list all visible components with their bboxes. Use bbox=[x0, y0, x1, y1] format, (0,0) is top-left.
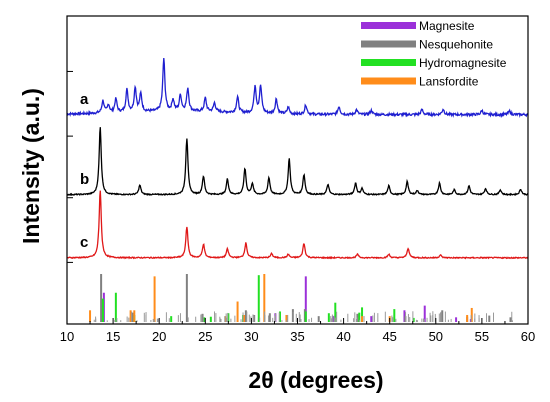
legend: Magnesite Nesquehonite Hydromagnesite Lansf… bbox=[361, 19, 507, 89]
trace-label-a: a bbox=[80, 91, 89, 108]
trace-label-c: c bbox=[80, 234, 88, 251]
trace-labels: a b c bbox=[80, 91, 89, 251]
x-tick-label: 50 bbox=[429, 329, 443, 344]
trace-b bbox=[66, 127, 529, 197]
x-axis-title: 2θ (degrees) bbox=[248, 367, 383, 393]
sticks-layer bbox=[89, 274, 513, 322]
legend-swatch bbox=[361, 59, 416, 66]
x-tick-label: 60 bbox=[521, 329, 535, 344]
x-tick-label: 40 bbox=[336, 329, 350, 344]
x-tick-label: 30 bbox=[244, 329, 258, 344]
x-tick-label: 10 bbox=[60, 329, 74, 344]
y-axis-title: Intensity (a.u.) bbox=[18, 88, 44, 244]
legend-swatch bbox=[361, 22, 416, 29]
legend-label: Lansfordite bbox=[419, 75, 479, 89]
traces-layer bbox=[66, 57, 529, 260]
legend-swatch bbox=[361, 77, 416, 85]
y-axis bbox=[67, 70, 73, 263]
x-tick-label: 55 bbox=[475, 329, 489, 344]
trace-label-b: b bbox=[80, 171, 89, 188]
legend-label: Hydromagnesite bbox=[419, 56, 507, 70]
legend-label: Nesquehonite bbox=[419, 38, 493, 52]
x-tick-label: 15 bbox=[106, 329, 120, 344]
trace-c bbox=[66, 190, 529, 260]
x-tick-label: 20 bbox=[152, 329, 166, 344]
x-tick-label: 25 bbox=[198, 329, 212, 344]
x-tick-label: 35 bbox=[290, 329, 304, 344]
legend-label: Magnesite bbox=[419, 19, 475, 33]
legend-swatch bbox=[361, 40, 416, 48]
x-axis: 10 15 20 25 30 35 40 45 50 55 60 bbox=[60, 318, 535, 344]
x-tick-label: 45 bbox=[382, 329, 396, 344]
trace-a bbox=[66, 57, 529, 118]
